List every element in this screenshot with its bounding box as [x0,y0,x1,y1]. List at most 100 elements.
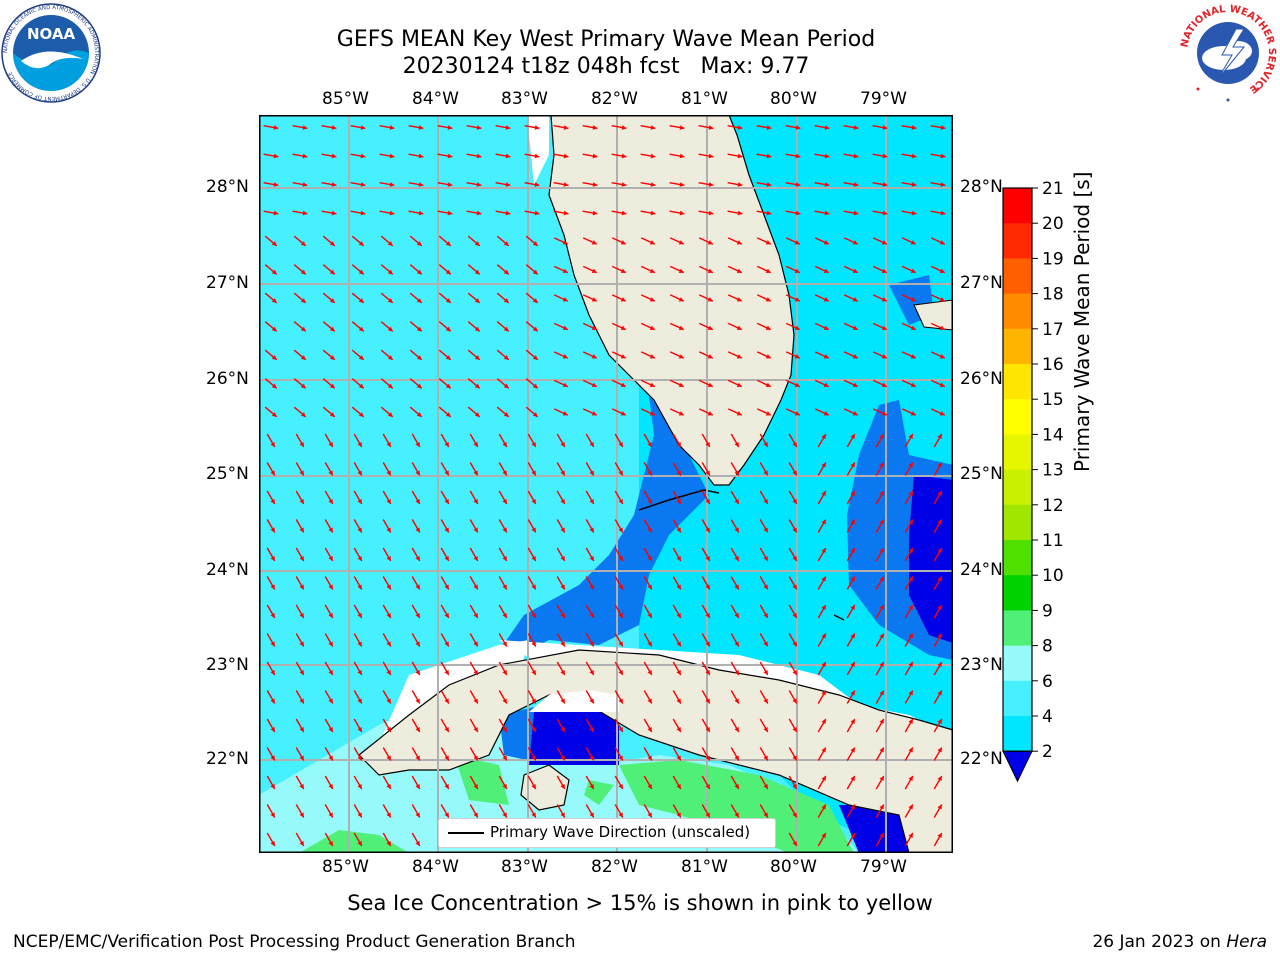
wave-arrow-head [415,441,420,447]
wave-arrow-head [328,441,333,447]
noaa-text: NOAA [27,25,76,43]
wave-arrow-head [850,605,855,611]
wave-arrow-head [270,555,275,561]
wave-arrow-head [908,576,913,582]
wave-arrow-head [879,690,884,696]
wave-arrow-head [705,669,710,675]
wave-arrow-head [879,719,884,725]
wave-arrow-head [824,125,830,130]
wave-arrow-head [415,498,420,504]
wave-arrow-head [386,755,391,761]
wave-arrow-head [850,833,855,839]
wave-arrow-head [823,325,829,330]
wave-arrow-head [589,669,594,675]
wave-arrow-head [502,584,507,590]
nws-logo: NATIONAL WEATHER SERVICE [1179,4,1277,102]
wave-arrow-head [649,411,655,416]
map-panel [259,115,953,853]
wave-arrow-head [620,240,626,245]
wave-arrow-head [357,641,362,647]
wave-arrow-head [358,412,364,417]
wave-arrow-head [445,269,451,275]
wave-arrow-head [357,527,362,533]
wave-arrow-head [939,411,945,416]
wave-arrow-head [271,355,277,360]
colorbar-tick-label: 13 [1042,461,1064,481]
wave-arrow-head [734,555,739,561]
wave-arrow-head [502,527,507,533]
lat-label-left-25n: 25°N [206,464,249,484]
grand-bahama [913,299,953,331]
wave-arrow-head [850,804,855,810]
wave-arrow-head [676,726,681,732]
wave-arrow-head [562,354,568,359]
wave-arrow-head [328,612,333,618]
wave-arrow-head [621,182,627,187]
wave-arrow-head [937,434,942,440]
wave-arrow-head [850,462,855,468]
wave-arrow-head [502,698,507,704]
wave-arrow-head [792,641,797,647]
wave-arrow-head [879,747,884,753]
wave-arrow-head [329,241,335,246]
wave-arrow-head [357,441,362,447]
wave-arrow-head [473,527,478,533]
wave-arrow-head [357,470,362,476]
wave-arrow-head [358,241,364,246]
wave-arrow-head [473,555,478,561]
wave-arrow-head [387,383,393,389]
wave-arrow-head [911,153,917,159]
colorbar-block [1003,504,1032,541]
wave-arrow-head [299,726,304,732]
wave-arrow-head [302,153,308,159]
wave-arrow-head [881,411,887,416]
wave-arrow-head [415,812,420,818]
wave-arrow-head [908,833,913,839]
wave-arrow-head [270,641,275,647]
wave-arrow-head [418,153,424,159]
wave-arrow-head [792,441,797,447]
wave-arrow-head [270,726,275,732]
wave-arrow-head [357,669,362,675]
wave-arrow-head [474,412,480,417]
wave-arrow-head [676,812,681,818]
wave-arrow-head [763,527,768,533]
wave-arrow-head [300,241,306,246]
coast-mask-1 [527,115,549,185]
wave-arrow-head [908,804,913,810]
wave-arrow-head [881,268,887,273]
wave-arrow-head [270,470,275,476]
wave-arrow-head [853,182,859,187]
wave-arrow-head [389,210,395,216]
wave-arrow-head [763,584,768,590]
lat-label-right-25n: 25°N [960,464,1003,484]
wave-arrow-head [270,698,275,704]
wave-arrow-head [386,470,391,476]
wave-arrow-head [850,576,855,582]
wave-arrow-head [387,326,393,332]
lat-label-right-28n: 28°N [960,177,1003,197]
colorbar-block [1003,258,1032,295]
wave-arrow-head [765,411,771,416]
wave-arrow-head [531,555,536,561]
wave-arrow-head [271,412,277,417]
wave-arrow-head [852,325,858,330]
wave-arrow-head [360,153,366,159]
wave-arrow-head [563,125,569,130]
wave-arrow-head [679,153,685,159]
wave-arrow-head [328,527,333,533]
wave-arrow-head [502,470,507,476]
wave-arrow-head [502,755,507,761]
wave-arrow-head [794,411,800,416]
wave-arrow-head [416,355,422,360]
wave-arrow-head [563,153,569,159]
wave-arrow-head [676,669,681,675]
wave-arrow-head [415,612,420,618]
wave-arrow-head [736,382,742,387]
wave-arrow-head [850,548,855,554]
wave-arrow-head [592,210,598,216]
wave-arrow-head [418,125,424,130]
wave-arrow-head [940,125,946,130]
wave-arrow-head [444,669,449,675]
wave-arrow-head [823,297,829,302]
